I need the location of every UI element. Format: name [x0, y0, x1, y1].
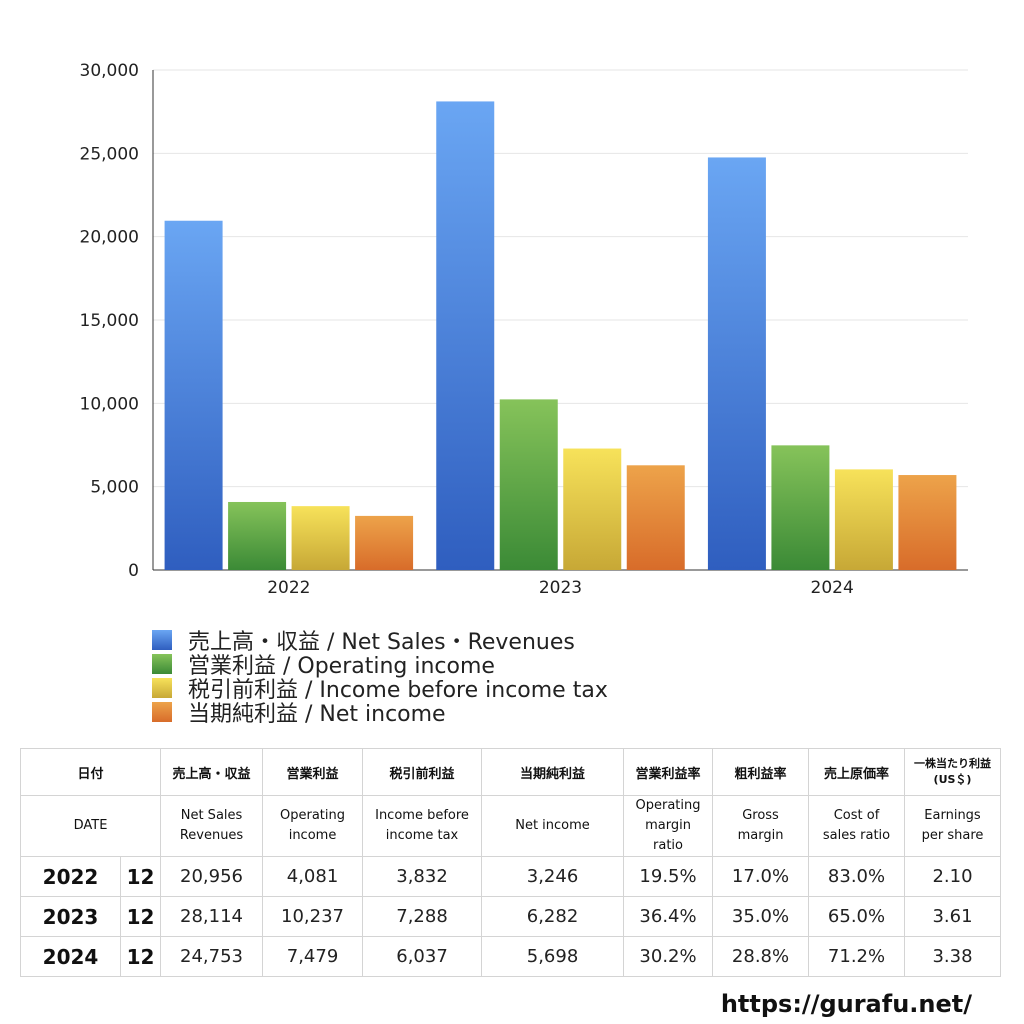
- cell-operating-margin: 36.4%: [623, 896, 714, 937]
- row-year: 2023: [20, 896, 121, 937]
- legend-item: 売上高・収益 / Net Sales・Revenues: [152, 628, 608, 655]
- y-tick-label: 25,000: [80, 144, 139, 164]
- row-year: 2022: [20, 856, 121, 897]
- bars: [164, 101, 957, 570]
- y-tick-label: 0: [128, 561, 139, 581]
- bar: [355, 515, 414, 570]
- x-tick-label: 2024: [811, 578, 854, 598]
- cell-net-sales: 24,753: [160, 936, 264, 977]
- cell-gross-margin: 17.0%: [712, 856, 810, 897]
- y-tick-label: 5,000: [90, 478, 139, 498]
- header-date-en: DATE: [19, 795, 162, 857]
- row-year: 2024: [20, 936, 121, 977]
- site-url[interactable]: https://gurafu.net/: [720, 990, 972, 1018]
- row-month: 12: [119, 936, 162, 977]
- header-eps-en: Earnings per share: [904, 795, 1002, 857]
- table-row: 2022 12 20,956 4,081 3,832 3,246 19.5% 1…: [20, 856, 1002, 897]
- bar: [563, 448, 622, 570]
- legend-label: 売上高・収益 / Net Sales・Revenues: [188, 630, 575, 655]
- legend-swatch: [152, 654, 172, 674]
- legend-label: 営業利益 / Operating income: [188, 654, 495, 679]
- bar: [164, 220, 223, 570]
- header-gross-margin-jp: 粗利益率: [712, 748, 810, 796]
- header-net-income-jp: 当期純利益: [481, 748, 625, 796]
- header-operating-margin-en: Operating margin ratio: [623, 795, 714, 857]
- bar: [834, 469, 893, 570]
- cell-cost-ratio: 83.0%: [808, 856, 906, 897]
- header-net-income-en: Net income: [481, 795, 625, 857]
- cell-net-income: 3,246: [481, 856, 625, 897]
- header-income-before-tax-jp: 税引前利益: [362, 748, 483, 796]
- legend-item: 営業利益 / Operating income: [152, 652, 608, 679]
- cell-eps: 3.38: [904, 936, 1002, 977]
- header-eps-jp: 一株当たり利益 (US＄): [904, 748, 1002, 796]
- bar: [707, 157, 766, 570]
- table-row: 2023 12 28,114 10,237 7,288 6,282 36.4% …: [20, 896, 1002, 937]
- cell-cost-ratio: 71.2%: [808, 936, 906, 977]
- bar-chart: 0 5,000 10,000 15,000 20,000 25,000 30,000 202…: [80, 61, 968, 598]
- bar: [499, 399, 558, 570]
- row-month: 12: [119, 856, 162, 897]
- table-header-en: DATE Net Sales Revenues Operating income…: [19, 795, 1002, 857]
- bar: [771, 445, 830, 570]
- header-net-sales-en: Net Sales Revenues: [160, 795, 264, 857]
- x-tick-label: 2022: [267, 578, 310, 598]
- cell-gross-margin: 35.0%: [712, 896, 810, 937]
- table-row: 2024 12 24,753 7,479 6,037 5,698 30.2% 2…: [20, 936, 1002, 977]
- cell-operating-margin: 30.2%: [623, 936, 714, 977]
- financial-data-table: 日付 売上高・収益 営業利益 税引前利益 当期純利益 営業利益率 粗利益率 売上…: [19, 748, 1002, 977]
- cell-gross-margin: 28.8%: [712, 936, 810, 977]
- cell-operating-income: 10,237: [262, 896, 364, 937]
- cell-operating-margin: 19.5%: [623, 856, 714, 897]
- header-gross-margin-en: Gross margin: [712, 795, 810, 857]
- legend: 売上高・収益 / Net Sales・Revenues 営業利益 / Opera…: [152, 628, 608, 727]
- cell-eps: 3.61: [904, 896, 1002, 937]
- legend-swatch: [152, 678, 172, 698]
- table-header-jp: 日付 売上高・収益 営業利益 税引前利益 当期純利益 営業利益率 粗利益率 売上…: [19, 748, 1002, 796]
- y-tick-label: 20,000: [80, 228, 139, 248]
- legend-swatch: [152, 702, 172, 722]
- cell-operating-income: 4,081: [262, 856, 364, 897]
- cell-eps: 2.10: [904, 856, 1002, 897]
- cell-net-income: 5,698: [481, 936, 625, 977]
- grid-lines: [152, 69, 968, 571]
- cell-net-income: 6,282: [481, 896, 625, 937]
- x-axis-ticks: 2022 2023 2024: [267, 578, 854, 598]
- legend-swatch: [152, 630, 172, 650]
- cell-net-sales: 28,114: [160, 896, 264, 937]
- bar: [626, 465, 685, 570]
- cell-operating-income: 7,479: [262, 936, 364, 977]
- y-tick-label: 10,000: [80, 394, 139, 414]
- cell-income-before-tax: 7,288: [362, 896, 483, 937]
- header-operating-income-en: Operating income: [262, 795, 364, 857]
- header-operating-income-jp: 営業利益: [262, 748, 364, 796]
- header-net-sales-jp: 売上高・収益: [160, 748, 264, 796]
- bar: [898, 475, 957, 570]
- header-date-jp: 日付: [19, 748, 162, 796]
- legend-item: 当期純利益 / Net income: [152, 700, 608, 727]
- header-operating-margin-jp: 営業利益率: [623, 748, 714, 796]
- legend-label: 税引前利益 / Income before income tax: [188, 678, 608, 703]
- header-income-before-tax-en: Income before income tax: [362, 795, 483, 857]
- row-month: 12: [119, 896, 162, 937]
- legend-label: 当期純利益 / Net income: [188, 702, 446, 727]
- y-tick-label: 15,000: [80, 311, 139, 331]
- y-axis-ticks: 0 5,000 10,000 15,000 20,000 25,000 30,000: [80, 61, 139, 581]
- y-tick-label: 30,000: [80, 61, 139, 81]
- cell-net-sales: 20,956: [160, 856, 264, 897]
- bar: [228, 501, 287, 570]
- header-cost-ratio-en: Cost of sales ratio: [808, 795, 906, 857]
- header-cost-ratio-jp: 売上原価率: [808, 748, 906, 796]
- cell-income-before-tax: 6,037: [362, 936, 483, 977]
- bar: [291, 506, 350, 570]
- x-tick-label: 2023: [539, 578, 582, 598]
- cell-income-before-tax: 3,832: [362, 856, 483, 897]
- bar: [436, 101, 495, 570]
- legend-item: 税引前利益 / Income before income tax: [152, 676, 608, 703]
- cell-cost-ratio: 65.0%: [808, 896, 906, 937]
